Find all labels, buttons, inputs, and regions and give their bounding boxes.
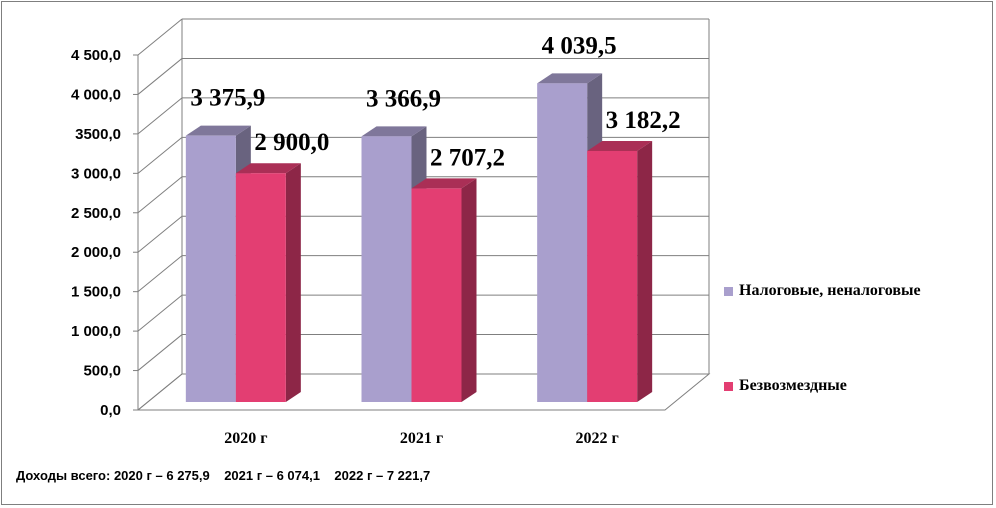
y-tick-label: 500,0: [83, 363, 121, 380]
gridline-side: [137, 215, 183, 253]
floor: [136, 373, 711, 411]
y-tick-label: 2 000,0: [71, 244, 121, 261]
data-label: 4 039,5: [542, 32, 617, 59]
bar-top: [235, 163, 301, 174]
gridline-side: [137, 136, 183, 174]
y-tick-label: 1 500,0: [71, 284, 121, 301]
x-tick-label: 2022 г: [576, 430, 619, 447]
y-tick-label: 2 500,0: [71, 205, 121, 222]
y-tick-label: 3 000,0: [71, 165, 121, 182]
footnote-item-2022: 2022 г – 7 221,7: [334, 468, 431, 483]
x-tick-label: 2020 г: [224, 430, 267, 447]
y-tick-label: 4 000,0: [71, 86, 121, 103]
y-tick-label: 3500,0: [75, 126, 121, 143]
gridline-side: [137, 294, 183, 332]
y-tick-label: 0,0: [100, 402, 121, 419]
legend-label-gratuitous: Безвозмездные: [739, 377, 847, 394]
bar: [587, 150, 638, 402]
bar: [361, 136, 412, 402]
footnote-item-2020: 2020 г – 6 275,9: [113, 468, 210, 483]
bar: [537, 83, 588, 402]
bar-top: [537, 73, 603, 84]
legend-swatch-gratuitous: [724, 381, 733, 391]
bar: [185, 135, 236, 402]
footnote: Доходы всего: 2020 г – 6 275,9 2021 г – …: [16, 468, 430, 483]
bar-top: [587, 140, 653, 151]
bar-side: [285, 163, 301, 402]
y-tick-label: 1 000,0: [71, 323, 121, 340]
bar: [411, 188, 462, 402]
gridline-side: [137, 334, 183, 371]
bar-top: [361, 126, 427, 137]
legend-item-gratuitous: Безвозмездные: [724, 377, 847, 395]
legend-label-tax: Налоговые, неналоговые: [739, 282, 921, 299]
bar-side: [637, 140, 653, 402]
data-label: 3 375,9: [190, 85, 265, 112]
bar-top: [185, 125, 251, 136]
legend-item-tax: Налоговые, неналоговые: [724, 282, 921, 300]
bar-top: [411, 178, 477, 189]
gridline-side: [137, 18, 183, 56]
gridline-side: [137, 176, 183, 214]
footnote-prefix: Доходы всего:: [16, 468, 111, 483]
gridline-side: [137, 255, 183, 293]
data-label: 3 366,9: [366, 85, 441, 112]
bar: [235, 173, 286, 402]
footnote-item-2021: 2021 г – 6 074,1: [224, 468, 320, 483]
gridline-side: [137, 97, 183, 135]
gridline-side: [137, 58, 183, 95]
legend-swatch-tax: [724, 286, 733, 296]
data-label: 2 707,2: [430, 144, 505, 171]
data-label: 3 182,2: [606, 107, 681, 134]
y-tick-label: 4 500,0: [71, 47, 121, 64]
data-label: 2 900,0: [254, 129, 329, 156]
x-tick-label: 2021 г: [400, 430, 443, 447]
bar-side: [461, 178, 477, 402]
